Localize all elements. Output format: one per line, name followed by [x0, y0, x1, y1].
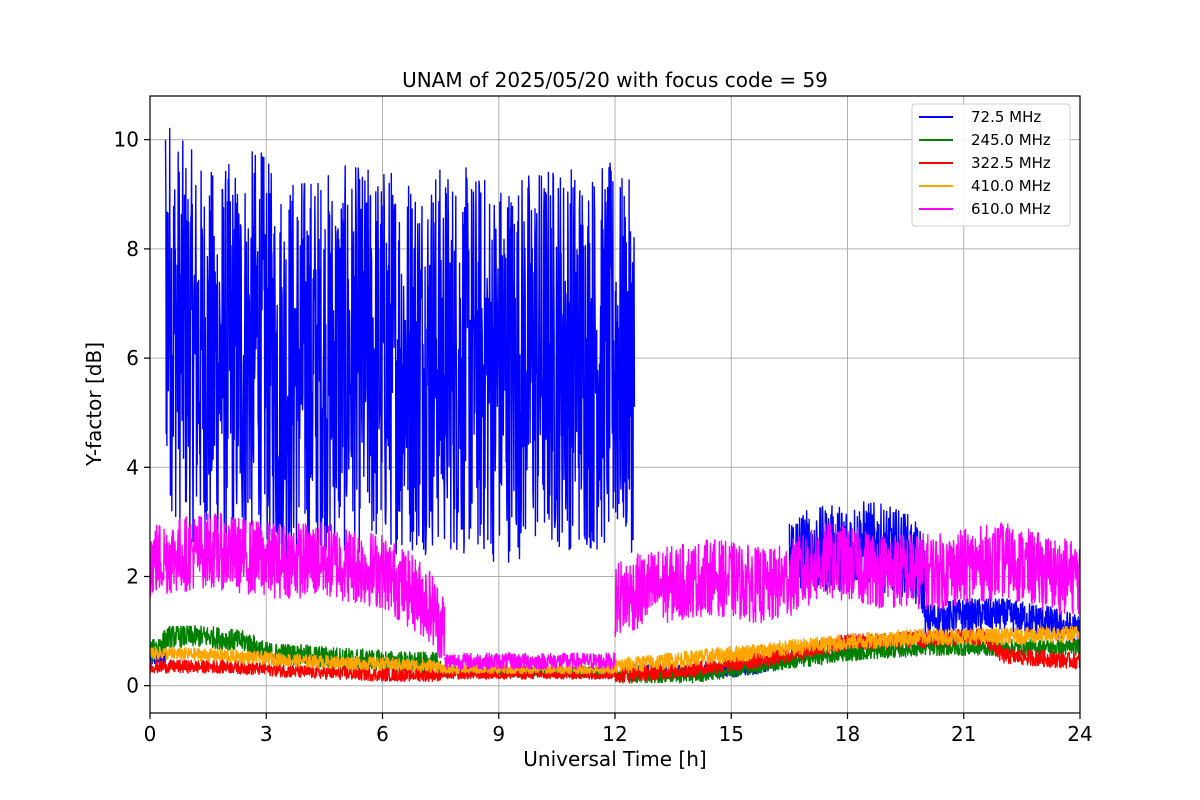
series-4 — [150, 512, 1080, 670]
series-line-0-2 — [618, 178, 636, 553]
legend: 72.5 MHz 245.0 MHz 322.5 MHz 410.0 MHz 610.0… — [911, 103, 1071, 227]
x-tick-label: 9 — [492, 722, 505, 746]
series-line-4-2 — [614, 522, 1080, 637]
x-tick-label: 12 — [602, 722, 627, 746]
y-tick-label: 0 — [126, 674, 139, 698]
x-axis-label: Universal Time [h] — [523, 747, 706, 771]
series-line-4-1 — [443, 652, 616, 670]
x-tick-label: 6 — [376, 722, 389, 746]
series-line-3-0 — [150, 645, 442, 674]
chart-title: UNAM of 2025/05/20 with focus code = 59 — [402, 68, 828, 92]
legend-box — [911, 103, 1071, 227]
legend-label: 245.0 MHz — [971, 131, 1051, 149]
y-tick-label: 6 — [126, 346, 139, 370]
y-tick-label: 2 — [126, 564, 139, 588]
series-line-0-5 — [924, 597, 1080, 647]
y-tick-label: 4 — [126, 455, 139, 479]
y-axis-label: Y-factor [dB] — [82, 342, 106, 467]
series-line-0-1 — [164, 127, 620, 563]
series-line-4-0 — [150, 512, 446, 659]
series-3 — [150, 626, 1080, 675]
series-layer — [150, 127, 1080, 684]
series-line-1-2 — [614, 638, 1080, 684]
y-tick-label: 10 — [114, 128, 139, 152]
legend-label: 72.5 MHz — [971, 108, 1041, 126]
x-tick-label: 3 — [260, 722, 273, 746]
x-tick-label: 0 — [144, 722, 157, 746]
series-line-3-2 — [614, 626, 1080, 674]
series-line-2-0 — [150, 659, 442, 682]
y-tick-label: 8 — [126, 237, 139, 261]
legend-label: 322.5 MHz — [971, 154, 1051, 172]
x-tick-label: 24 — [1067, 722, 1092, 746]
x-tick-label: 21 — [951, 722, 976, 746]
x-tick-label: 18 — [835, 722, 860, 746]
series-line-3-1 — [439, 664, 616, 675]
legend-label: 610.0 MHz — [971, 200, 1051, 218]
legend-label: 410.0 MHz — [971, 177, 1051, 195]
x-tick-label: 15 — [719, 722, 744, 746]
